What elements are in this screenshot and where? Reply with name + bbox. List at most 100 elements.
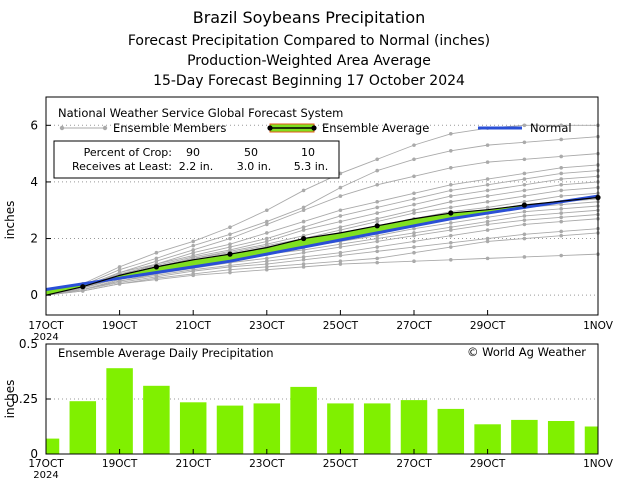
ensemble-average-point — [521, 202, 528, 208]
ensemble-member-point — [412, 191, 416, 196]
ensemble-member-point — [265, 208, 269, 213]
crop-table-percent: 50 — [244, 146, 258, 159]
normal-line — [45, 194, 599, 292]
ensemble-member-point — [375, 168, 380, 173]
y-tick-label: 2 — [30, 232, 38, 246]
ensemble-member-point — [301, 255, 306, 259]
ensemble-member-point — [449, 233, 453, 238]
ensemble-member-point — [338, 250, 343, 255]
ensemble-member-point — [485, 228, 490, 232]
ensemble-member-point — [559, 219, 563, 224]
ensemble-member-point — [301, 228, 306, 232]
daily-bar — [363, 403, 391, 454]
ensemble-member-point — [412, 157, 416, 162]
ensemble-member-point — [375, 260, 380, 265]
ensemble-member-point — [375, 182, 380, 187]
ensemble-member-point — [412, 143, 416, 147]
ensemble-member-point — [449, 225, 453, 230]
ensemble-average-point — [153, 264, 159, 270]
ensemble-member-point — [412, 202, 416, 207]
x-tick-label: 27OCT — [396, 320, 432, 332]
daily-bar — [547, 421, 575, 454]
ensemble-member-point — [485, 239, 490, 244]
ensemble-member-point — [338, 259, 343, 264]
ensemble-member-point — [412, 231, 416, 235]
ensemble-member-point — [338, 194, 343, 198]
daily-bar — [106, 368, 133, 454]
above-normal-fill — [46, 196, 598, 296]
ensemble-member-point — [301, 262, 306, 266]
ensemble-member-point — [338, 208, 343, 213]
ensemble-member-point — [191, 248, 195, 252]
ensemble-member-point — [559, 154, 563, 159]
ensemble-member-point — [301, 188, 306, 193]
x-tick-label: 19OCT — [102, 320, 138, 332]
ensemble-member-point — [338, 262, 343, 266]
ensemble-member-point — [375, 236, 380, 241]
ensemble-member-point — [522, 123, 527, 128]
ensemble-member-point — [522, 236, 527, 241]
ensemble-member-point — [559, 137, 563, 142]
ensemble-member-point — [412, 233, 416, 238]
x-tick-label: 21OCT — [176, 320, 212, 332]
legend-members-label: Ensemble Members — [113, 121, 226, 135]
ensemble-member-line — [45, 164, 599, 296]
ensemble-average-point — [227, 251, 233, 257]
crop-table-row2-label: Receives at Least: — [72, 160, 172, 173]
ensemble-member-point — [301, 219, 306, 224]
x-tick-label: 29OCT — [470, 320, 506, 332]
ensemble-member-point — [117, 267, 122, 272]
y-tick-label: 0 — [30, 288, 38, 302]
ensemble-member-line — [45, 218, 599, 296]
ensemble-member-line — [45, 175, 599, 296]
ensemble-member-point — [265, 265, 269, 269]
ensemble-average-points — [80, 194, 601, 290]
legend-normal-label: Normal — [530, 121, 572, 135]
ensemble-member-point — [485, 205, 490, 210]
ensemble-member-point — [522, 199, 527, 204]
ensemble-member-point — [449, 182, 453, 187]
ensemble-member-point — [522, 140, 527, 145]
daily-bar — [46, 438, 60, 454]
ensemble-member-point — [449, 165, 453, 170]
ensemble-member-point — [117, 265, 122, 269]
daily-bar — [253, 403, 281, 454]
ensemble-member-point — [154, 256, 159, 261]
ensemble-member-point — [412, 208, 416, 213]
ensemble-member-point — [522, 255, 527, 259]
ensemble-member-point — [375, 211, 380, 215]
ensemble-member-point — [449, 194, 453, 198]
ensemble-member-point — [301, 205, 306, 210]
crop-table-amount: 2.2 in. — [179, 160, 214, 173]
x-tick-label: 29OCT — [470, 458, 506, 470]
daily-bar — [143, 385, 170, 454]
ensemble-member-point — [338, 245, 343, 249]
legend: National Weather Service Global Forecast… — [58, 106, 572, 135]
daily-bar — [400, 400, 428, 454]
x-tick-label: 21OCT — [176, 458, 212, 470]
y-tick-label: 0.25 — [11, 392, 38, 406]
ensemble-member-point — [412, 211, 416, 215]
top-y-axis-label: inches — [3, 201, 17, 240]
y-tick-label: 0 — [30, 447, 38, 461]
top-plot-frame — [45, 96, 599, 316]
ensemble-member-point — [265, 259, 269, 264]
ensemble-member-point — [375, 249, 380, 254]
ensemble-member-point — [265, 267, 269, 272]
ensemble-member-point — [559, 207, 563, 211]
ensemble-member-point — [559, 188, 563, 193]
ensemble-member-point — [485, 256, 490, 261]
ensemble-member-point — [375, 233, 380, 238]
ensemble-member-line — [45, 214, 599, 296]
ensemble-member-point — [375, 205, 380, 210]
ensemble-member-point — [338, 225, 343, 230]
top-axis-ticks: 0 2 4 6 17OCT 19OCT 21OCT 23OCT 25OCT 27OCT 29OCT 1… — [28, 118, 613, 343]
ensemble-member-point — [265, 262, 269, 266]
legend-members-marker — [102, 125, 108, 131]
ensemble-member-point — [485, 199, 490, 204]
ensemble-member-point — [559, 194, 563, 198]
ensemble-member-point — [375, 219, 380, 224]
ensemble-member-point — [375, 256, 380, 261]
